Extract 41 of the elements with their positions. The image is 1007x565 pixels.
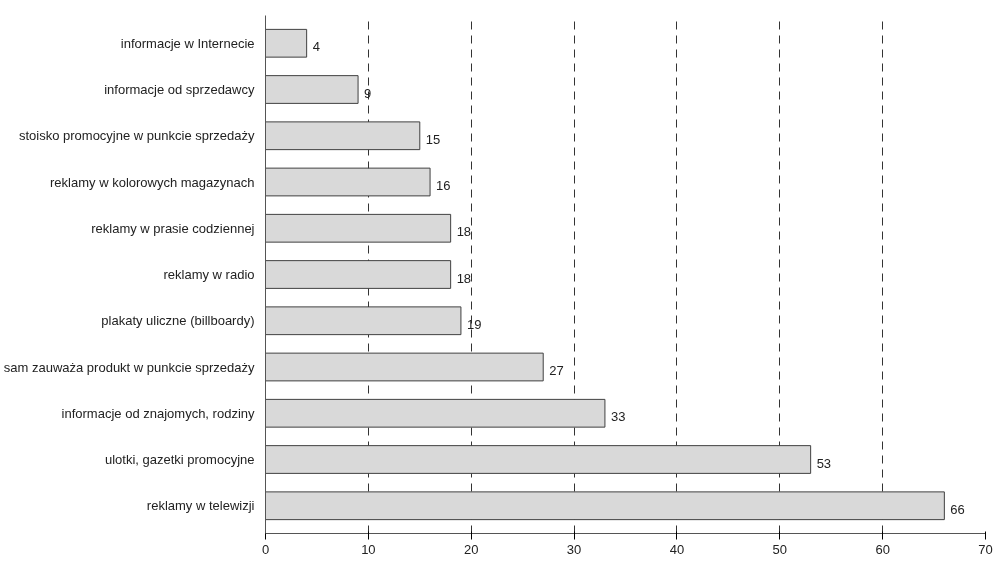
x-tick-label: 20	[463, 541, 479, 557]
y-tick-label: reklamy w telewizji	[146, 498, 255, 514]
x-tick-label: 30	[566, 541, 582, 557]
bar	[265, 213, 452, 243]
x-tick-label: 0	[261, 541, 270, 557]
data-label: 18	[456, 270, 472, 286]
bar	[265, 491, 945, 521]
y-tick-label: plakaty uliczne (billboardy)	[101, 313, 255, 329]
data-label: 18	[456, 224, 472, 240]
data-label: 53	[816, 455, 832, 471]
y-tick-label: reklamy w prasie codziennej	[91, 220, 255, 236]
x-tick-label: 10	[361, 541, 376, 557]
bar	[265, 28, 308, 58]
data-label: 4	[312, 39, 320, 55]
y-tick-label: informacje w Internecie	[120, 35, 255, 51]
bar	[265, 75, 359, 104]
y-tick-label: sam zauważa produkt w punkcie sprzedaży	[3, 359, 255, 375]
bar	[265, 445, 812, 474]
x-tick-label: 40	[669, 541, 685, 557]
bar	[265, 260, 452, 289]
bar	[265, 121, 421, 151]
y-tick-label: informacje od znajomych, rodziny	[61, 405, 255, 421]
data-label: 15	[425, 131, 441, 147]
data-label: 33	[610, 409, 626, 425]
bar	[265, 306, 462, 336]
y-tick-label: stoisko promocyjne w punkcie sprzedaży	[18, 128, 255, 144]
y-tick-label: reklamy w radio	[163, 267, 255, 282]
bar	[265, 398, 606, 428]
data-label: 19	[466, 316, 482, 332]
y-tick-label: ulotki, gazetki promocyjne	[104, 452, 255, 467]
y-tick-label: reklamy w kolorowych magazynach	[50, 174, 255, 190]
x-tick-label: 70	[978, 541, 993, 557]
x-tick-label: 50	[772, 541, 788, 557]
data-label: 9	[364, 85, 372, 101]
data-label: 16	[436, 178, 451, 193]
data-label: 27	[549, 363, 564, 378]
x-tick-label: 60	[875, 541, 890, 557]
bar	[265, 167, 431, 197]
data-label: 66	[950, 501, 965, 517]
y-tick-label: informacje od sprzedawcy	[104, 82, 255, 97]
bar	[265, 352, 544, 382]
